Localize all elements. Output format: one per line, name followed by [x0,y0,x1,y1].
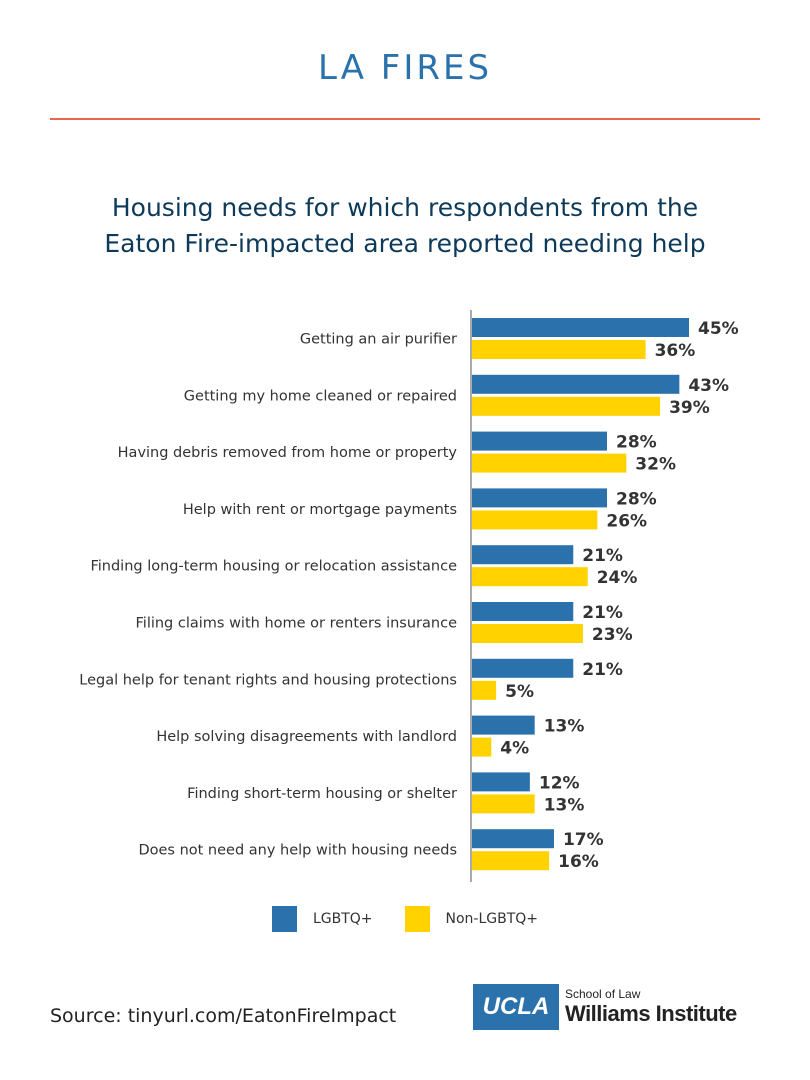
category-label: Getting my home cleaned or repaired [184,388,457,404]
category-label: Does not need any help with housing need… [138,843,457,859]
data-label: 16% [558,852,599,872]
bar-non-lgbtq [472,396,661,416]
bar-non-lgbtq [472,737,492,757]
data-label: 28% [616,489,657,509]
ucla-williams-logo: UCLA School of Law Williams Institute [473,984,737,1030]
bar-non-lgbtq [472,680,497,700]
bar-lgbtq [472,374,680,394]
bar-lgbtq [472,488,608,508]
category-label: Getting an air purifier [300,332,457,348]
legend-swatch-lgbtq [271,906,297,932]
data-label: 43% [688,376,729,396]
logo-school: School of Law [565,987,641,1001]
bar-lgbtq [472,602,574,621]
legend-swatch-non-lgbtq [404,906,430,932]
bar-non-lgbtq [472,510,598,530]
data-label: 17% [563,830,604,850]
category-label: Finding long-term housing or relocation … [90,559,457,575]
chart-title-text: Housing needs for which respondents from… [104,193,706,258]
data-label: 23% [592,625,633,645]
legend-item-lgbtq: LGBTQ+ [271,906,373,932]
data-label: 4% [500,739,529,759]
data-label: 21% [582,660,623,680]
bar-non-lgbtq [472,624,583,643]
ucla-logo-box: UCLA [473,984,559,1030]
category-label: Help solving disagreements with landlord [156,729,457,745]
category-label: Finding short-term housing or shelter [187,786,457,802]
category-label: Legal help for tenant rights and housing… [79,672,457,688]
data-label: 13% [544,795,585,815]
logo-institute: Williams Institute [565,1001,737,1026]
bar-lgbtq [472,715,535,735]
legend-item-non-lgbtq: Non-LGBTQ+ [404,906,539,932]
header-title: LA FIRES [317,48,493,88]
legend-label-non-lgbtq: Non-LGBTQ+ [445,911,539,927]
category-label: Help with rent or mortgage payments [183,502,457,518]
data-label: 32% [635,455,676,475]
bar-non-lgbtq [472,794,535,814]
header-divider [50,118,760,120]
data-label: 13% [544,717,585,737]
bar-lgbtq [472,431,608,451]
data-label: 12% [539,773,580,793]
data-label: 5% [505,682,534,702]
bar-non-lgbtq [472,453,627,473]
data-label: 28% [616,433,657,453]
bar-lgbtq [472,658,574,678]
data-label: 26% [606,511,647,531]
bar-lgbtq [472,318,689,337]
data-label: 21% [582,546,623,566]
data-label: 24% [597,568,638,588]
data-label: 21% [582,603,623,623]
bar-chart: Getting an air purifier 45%36% Getting my … [79,310,739,882]
bar-lgbtq [472,545,574,565]
category-label: Filing claims with home or renters insur… [136,616,458,632]
bar-non-lgbtq [472,567,588,587]
data-label: 45% [698,319,739,339]
category-label: Having debris removed from home or prope… [118,445,458,461]
source-text: Source: tinyurl.com/EatonFireImpact [50,1005,397,1027]
bar-non-lgbtq [472,340,646,359]
data-label: 36% [655,341,696,361]
bar-non-lgbtq [472,851,550,871]
legend: LGBTQ+ Non-LGBTQ+ [0,906,810,932]
chart-title: Housing needs for which respondents from… [0,190,810,262]
bar-lgbtq [472,829,554,849]
bar-lgbtq [472,772,530,792]
data-label: 39% [669,398,710,418]
legend-label-lgbtq: LGBTQ+ [312,911,373,927]
